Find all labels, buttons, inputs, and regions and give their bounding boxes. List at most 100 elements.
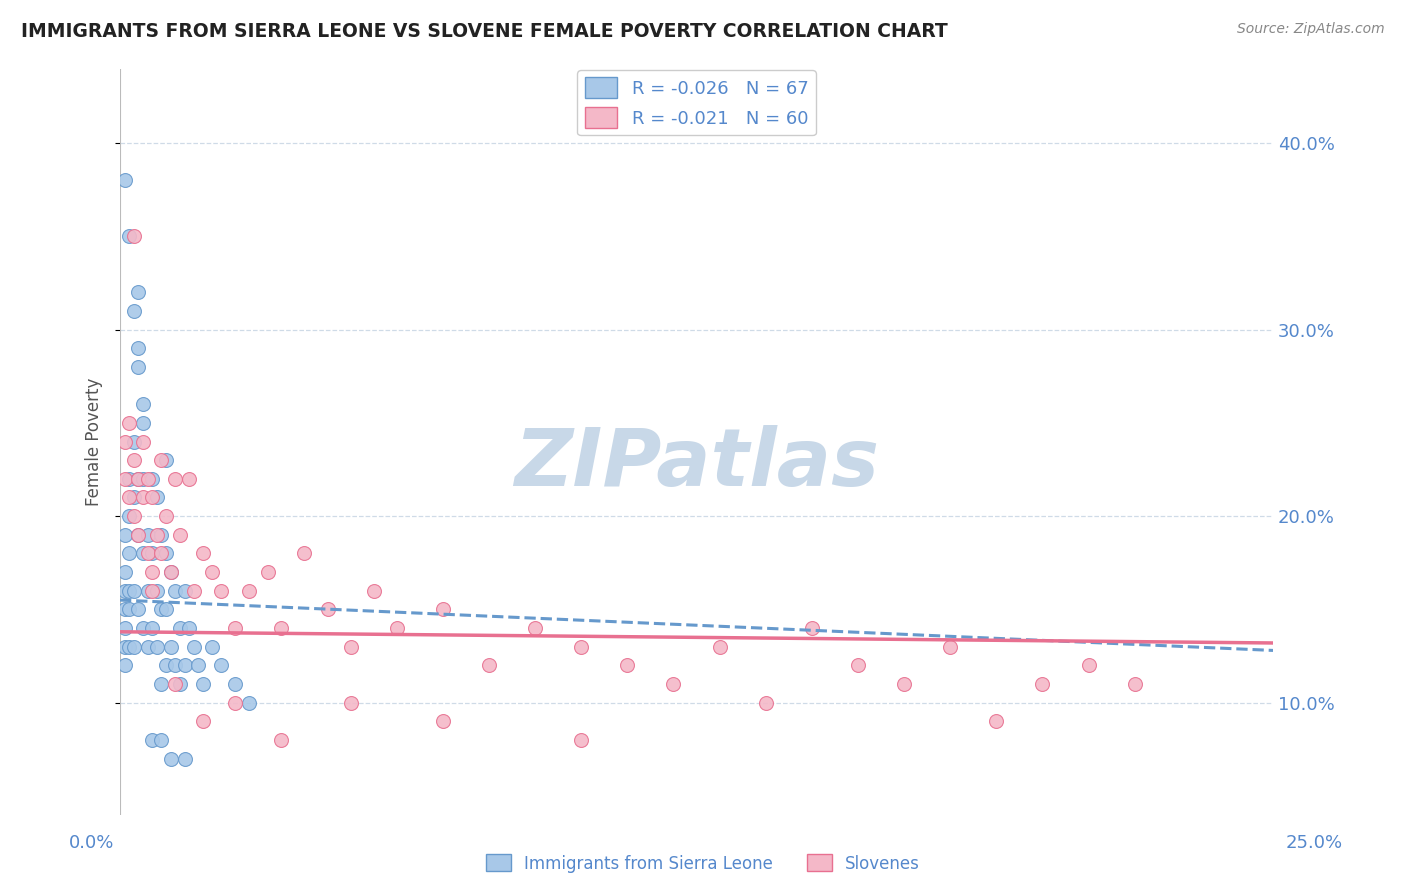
Text: 25.0%: 25.0% [1286,834,1343,852]
Point [114,528,136,542]
Point [165,472,187,486]
Point [122,229,145,244]
Point [114,621,136,635]
Point [132,621,155,635]
Point [155,658,177,673]
Point [114,472,136,486]
Point [127,528,149,542]
Point [150,733,173,747]
Point [155,546,177,560]
Point [339,696,361,710]
Point [155,509,177,524]
Point [363,583,385,598]
Text: ZIPatlas: ZIPatlas [515,425,879,503]
Point [118,416,141,430]
Point [114,583,136,598]
Point [339,640,361,654]
Point [136,528,159,542]
Point [1077,658,1099,673]
Point [201,640,224,654]
Point [122,304,145,318]
Point [183,583,205,598]
Text: 0.0%: 0.0% [69,834,114,852]
Legend: R = -0.026   N = 67, R = -0.021   N = 60: R = -0.026 N = 67, R = -0.021 N = 60 [578,70,815,136]
Point [141,583,163,598]
Point [569,640,592,654]
Point [1031,677,1053,691]
Point [294,546,316,560]
Point [986,714,1008,729]
Point [755,696,778,710]
Point [136,546,159,560]
Point [165,677,187,691]
Point [146,583,169,598]
Point [1123,677,1146,691]
Point [209,583,232,598]
Point [159,565,181,579]
Point [122,434,145,449]
Point [169,528,191,542]
Point [179,621,201,635]
Y-axis label: Female Poverty: Female Poverty [86,377,103,506]
Point [136,583,159,598]
Point [256,565,278,579]
Point [132,491,155,505]
Point [662,677,685,691]
Point [118,640,141,654]
Point [224,696,246,710]
Text: IMMIGRANTS FROM SIERRA LEONE VS SLOVENE FEMALE POVERTY CORRELATION CHART: IMMIGRANTS FROM SIERRA LEONE VS SLOVENE … [21,22,948,41]
Point [150,602,173,616]
Point [150,453,173,467]
Point [114,640,136,654]
Point [114,602,136,616]
Point [141,565,163,579]
Point [155,453,177,467]
Point [118,602,141,616]
Point [173,583,195,598]
Point [224,677,246,691]
Point [191,546,214,560]
Point [127,528,149,542]
Point [800,621,823,635]
Point [159,565,181,579]
Point [432,602,454,616]
Point [616,658,638,673]
Point [432,714,454,729]
Point [118,472,141,486]
Point [127,472,149,486]
Text: Source: ZipAtlas.com: Source: ZipAtlas.com [1237,22,1385,37]
Point [238,696,260,710]
Point [183,640,205,654]
Point [114,658,136,673]
Point [132,546,155,560]
Point [939,640,962,654]
Point [132,416,155,430]
Point [127,472,149,486]
Point [127,359,149,374]
Legend: Immigrants from Sierra Leone, Slovenes: Immigrants from Sierra Leone, Slovenes [479,847,927,880]
Point [709,640,731,654]
Point [141,491,163,505]
Point [150,528,173,542]
Point [146,640,169,654]
Point [141,733,163,747]
Point [122,640,145,654]
Point [141,621,163,635]
Point [159,751,181,765]
Point [191,714,214,729]
Point [132,397,155,411]
Point [122,453,145,467]
Point [270,621,292,635]
Point [114,565,136,579]
Point [136,472,159,486]
Point [141,546,163,560]
Point [159,640,181,654]
Point [127,285,149,300]
Point [141,472,163,486]
Point [179,472,201,486]
Point [150,677,173,691]
Point [173,751,195,765]
Point [118,583,141,598]
Point [893,677,915,691]
Point [155,602,177,616]
